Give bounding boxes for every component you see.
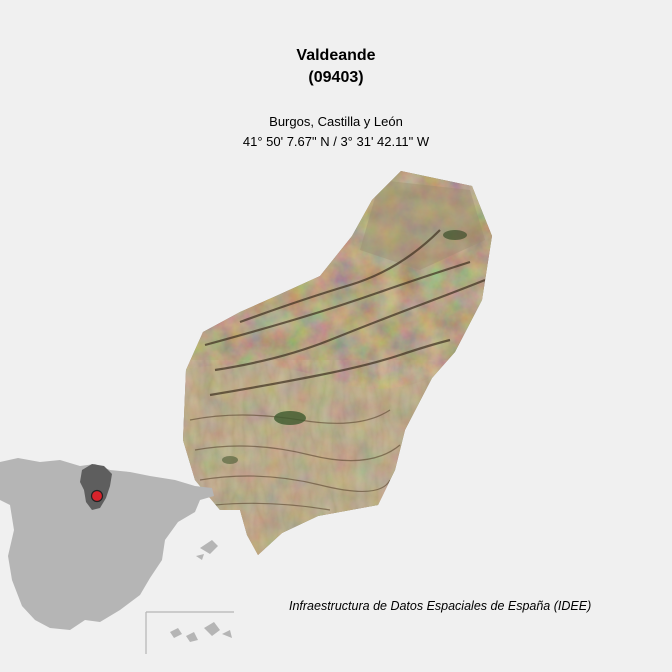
locator-inset-map (0, 458, 234, 654)
data-source-credit: Infraestructura de Datos Espaciales de E… (289, 599, 592, 613)
region-label: Burgos, Castilla y León (269, 114, 403, 129)
municipality-code: (09403) (308, 69, 364, 86)
municipality-name: Valdeande (296, 47, 376, 64)
locator-province-shape (80, 464, 112, 510)
satellite-imagery (183, 171, 492, 555)
location-marker (90, 489, 104, 503)
coordinates-label: 41° 50' 7.67" N / 3° 31' 42.11" W (242, 134, 430, 149)
locator-country-shape (0, 458, 214, 630)
